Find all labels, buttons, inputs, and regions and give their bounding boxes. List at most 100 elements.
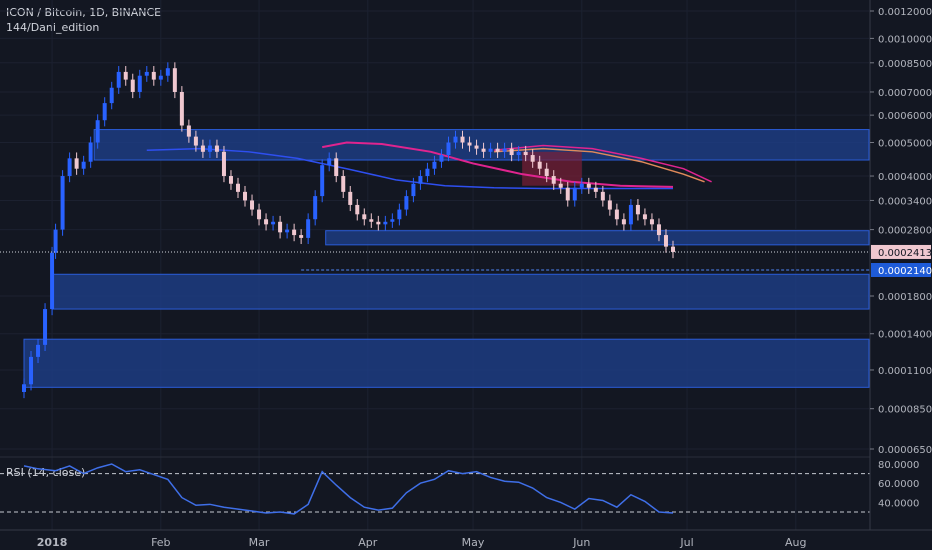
candle-body xyxy=(88,142,93,162)
chart-header: ICON / Bitcoin, 1D, BINANCE 144/Dani_edi… xyxy=(6,5,161,35)
time-axis xyxy=(0,530,932,550)
time-tick-label: Jun xyxy=(572,536,590,549)
candle-body xyxy=(516,151,521,156)
candle-body xyxy=(200,145,205,152)
candle-body xyxy=(663,235,668,247)
candle-body xyxy=(390,219,395,222)
symbol-title: ICON / Bitcoin, 1D, BINANCE xyxy=(6,6,162,19)
candle-body xyxy=(558,183,563,188)
rsi-tick-label: 60.0000 xyxy=(878,479,919,490)
candle-body xyxy=(214,145,219,152)
candle-body xyxy=(621,219,626,225)
candle-body xyxy=(264,219,269,225)
candle-body xyxy=(551,176,556,184)
candle-body xyxy=(172,68,177,92)
price-tick-label: 0.0000850 xyxy=(878,405,932,416)
candle-body xyxy=(572,187,577,201)
candle-body xyxy=(123,71,128,80)
candle-body xyxy=(579,183,584,188)
candle-body xyxy=(292,229,297,236)
candle-body xyxy=(313,196,318,220)
candle-body xyxy=(481,148,486,152)
candle-body xyxy=(151,71,156,80)
candle-body xyxy=(74,158,79,169)
candle-body xyxy=(593,187,598,192)
candle-body xyxy=(207,145,212,152)
candle-body xyxy=(250,200,255,210)
candle-body xyxy=(221,151,226,177)
sr-zone xyxy=(23,338,870,388)
price-tick-label: 0.0001800 xyxy=(878,292,932,303)
candle-body xyxy=(50,252,55,310)
time-tick-label: Jul xyxy=(679,536,693,549)
candle-body xyxy=(544,168,549,177)
candle-body xyxy=(257,209,262,220)
candle-body xyxy=(228,176,233,184)
candle-body xyxy=(327,158,332,166)
candle-body xyxy=(243,191,248,201)
price-tick-label: 0.0006000 xyxy=(878,111,932,122)
level-label: 0.0002140 xyxy=(878,266,932,277)
price-tick-label: 0.0001100 xyxy=(878,366,932,377)
indicator-name: 144/Dani_edition xyxy=(6,21,100,34)
price-tick-label: 0.0004000 xyxy=(878,172,932,183)
price-tick-label: 0.0008500 xyxy=(878,59,932,70)
candle-body xyxy=(320,165,325,197)
price-tick-label: 0.0010000 xyxy=(878,34,932,45)
candle-body xyxy=(656,224,661,236)
candle-body xyxy=(278,221,283,233)
candle-body xyxy=(102,103,107,121)
time-tick-label: May xyxy=(462,536,485,549)
candle-body xyxy=(523,151,528,156)
candle-body xyxy=(109,87,114,104)
candle-body xyxy=(137,75,142,92)
candle-body xyxy=(628,204,633,225)
price-tick-label: 0.0007000 xyxy=(878,88,932,99)
candle-body xyxy=(36,344,41,357)
candle-body xyxy=(362,214,367,220)
candle-body xyxy=(165,68,170,76)
candle-body xyxy=(649,219,654,225)
rsi-tick-label: 40.0000 xyxy=(878,498,919,509)
candle-body xyxy=(607,200,612,210)
candle-body xyxy=(95,120,100,143)
candle-body xyxy=(81,161,86,169)
candle-body xyxy=(186,125,191,137)
candle-body xyxy=(43,309,48,345)
ma-pink-projection xyxy=(494,144,712,183)
candle-body xyxy=(495,148,500,152)
candle-body xyxy=(565,187,570,201)
candle-body xyxy=(306,219,311,238)
candle-body xyxy=(530,155,535,162)
level-badge xyxy=(871,262,931,277)
last-price-badge xyxy=(871,244,931,259)
candle-body xyxy=(474,145,479,149)
candle-body xyxy=(285,229,290,233)
candle-body xyxy=(635,204,640,215)
candle-body xyxy=(397,209,402,220)
time-tick-label: Mar xyxy=(249,536,270,549)
candle-body xyxy=(642,214,647,220)
price-tick-label: 0.0001400 xyxy=(878,330,932,341)
candle-body xyxy=(418,176,423,184)
candle-body xyxy=(67,158,72,177)
candle-body xyxy=(369,219,374,222)
candle-body xyxy=(355,204,360,215)
time-tick-label: Aug xyxy=(785,536,806,549)
candle-body xyxy=(299,235,304,238)
time-tick-label: Feb xyxy=(151,536,170,549)
candle-body xyxy=(179,91,184,126)
time-tick-label: Apr xyxy=(358,536,378,549)
candle-body xyxy=(130,79,135,92)
candle-body xyxy=(29,356,34,385)
rsi-line xyxy=(23,463,674,515)
candle-body xyxy=(341,176,346,192)
candle-body xyxy=(376,221,381,225)
price-tick-label: 0.0000650 xyxy=(878,445,932,456)
candle-body xyxy=(467,142,472,146)
candle-body xyxy=(509,148,514,156)
rsi-label: RSI (14, close) xyxy=(6,466,86,479)
candle-body xyxy=(453,136,458,143)
candle-body xyxy=(586,183,591,188)
